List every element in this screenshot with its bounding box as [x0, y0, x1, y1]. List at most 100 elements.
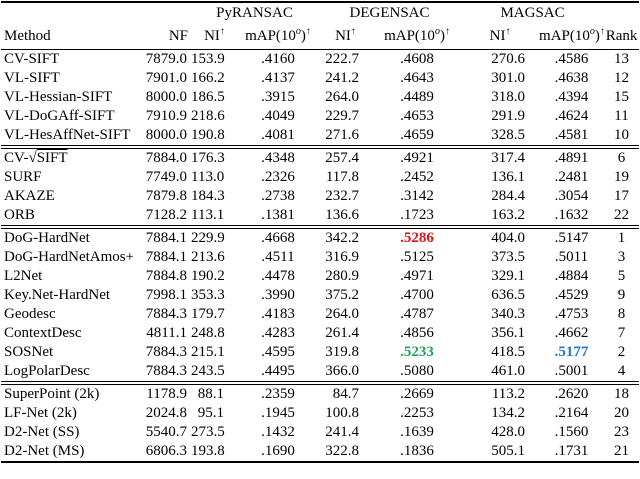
magsac-map-cell: .4753: [554, 306, 589, 322]
table-row: SuperPoint (2k) 1178.9 88.1.2359 84.7.2669 1…: [1, 381, 640, 404]
pyransac-ni-cell: 113.0: [191, 169, 225, 185]
rank-cell: 15: [614, 89, 630, 105]
magsac-ni-cell: 113.2: [461, 381, 540, 404]
degensac-ni-cell: 117.8: [325, 169, 360, 185]
rank-cell: 6: [604, 145, 640, 168]
rank-cell: 23: [614, 424, 630, 440]
magsac-map-cell: .4638: [554, 70, 589, 86]
degensac-map-cell: .3142: [400, 188, 434, 204]
degensac-map-cell: .2452: [400, 169, 434, 185]
rank-cell: 10: [614, 127, 630, 143]
up-arrow-icon: ↑: [219, 26, 225, 37]
nf-cell: 7884.1: [133, 225, 191, 248]
table-row: D2-Net (SS) 5540.7 273.5 .1432 241.4 .1639 428…: [1, 423, 639, 442]
pyransac-map-cell: .4049: [261, 108, 295, 124]
nf-cell: 8000.0: [145, 89, 187, 105]
pyransac-ni-cell: 184.3: [191, 188, 225, 204]
degensac-ni-cell: 264.0: [325, 89, 360, 105]
pyransac-ni-cell: 166.2: [191, 70, 225, 86]
pyransac-ni-cell: 186.5: [191, 89, 225, 105]
pyransac-map-cell: .2738: [261, 188, 295, 204]
table-row: VL-Hessian-SIFT 8000.0 186.5 .3915 264.0 .448…: [1, 88, 639, 107]
pyransac-map-cell: .4137: [261, 70, 295, 86]
degensac-ni-cell: 232.7: [325, 188, 360, 204]
pyransac-map-cell: .1432: [261, 424, 295, 440]
table-row: SOSNet 7884.3 215.1 .4595 319.8 .5233 418.5 .51…: [1, 343, 639, 362]
nf-cell: 7884.3: [145, 306, 187, 322]
pyransac-ni-cell: 95.1: [197, 405, 224, 421]
up-arrow-icon: ↑: [444, 26, 450, 37]
table-row: ORB 7128.2 113.1 .1381 136.6 .1723 163.2 .1632 2…: [1, 206, 639, 227]
column-header-magsac-map: mAP(10o)↑: [539, 24, 605, 50]
pyransac-map-cell: .1381: [261, 207, 295, 223]
magsac-ni-cell: 356.1: [491, 325, 526, 341]
method-cell: LogPolarDesc: [4, 363, 90, 379]
method-cell: VL-Hessian-SIFT: [4, 89, 113, 105]
column-header-degensac-map: mAP(10o)↑: [373, 24, 462, 50]
pyransac-ni-cell: 190.2: [191, 268, 225, 284]
degensac-ni-cell: 257.4: [318, 145, 374, 168]
column-header-pyransac-map: mAP(10o)↑: [238, 24, 319, 50]
method-cell: LF-Net (2k): [4, 405, 77, 421]
pyransac-ni-cell: 273.5: [191, 424, 225, 440]
degensac-map-cell: .4971: [400, 268, 434, 284]
pyransac-ni-cell: 218.6: [191, 108, 225, 124]
table-row: CV-√SIFT 7884.0 176.3.4348 257.4.4921 317.4.…: [1, 145, 640, 168]
rank-cell: 2: [617, 344, 626, 360]
results-table: PyRANSAC DEGENSAC MAGSAC Method NF NI↑ m…: [1, 1, 640, 463]
pyransac-map-cell: .1690: [238, 442, 319, 463]
rank-cell: 21: [604, 442, 640, 463]
pyransac-map-cell: .1945: [261, 405, 295, 421]
pyransac-map-cell: .3915: [261, 89, 295, 105]
degensac-map-cell: .4643: [400, 70, 434, 86]
magsac-ni-cell: 328.5: [491, 127, 526, 143]
magsac-map-cell: .2481: [554, 169, 589, 185]
method-cell: VL-SIFT: [4, 70, 60, 86]
degensac-ni-cell: 84.7: [318, 381, 374, 404]
degensac-ni-cell: 316.9: [325, 249, 360, 265]
pyransac-map-cell: .4160: [261, 51, 295, 67]
method-cell: Key.Net-HardNet: [4, 287, 111, 303]
magsac-ni-cell: 318.0: [491, 89, 526, 105]
pyransac-ni-cell: 113.1: [191, 207, 225, 223]
rank-cell: 18: [604, 381, 640, 404]
nf-cell: 7901.0: [145, 70, 187, 86]
magsac-map-cell: .4581: [554, 127, 589, 143]
rank-cell: 8: [617, 306, 626, 322]
magsac-map-cell: .4891: [539, 145, 605, 168]
method-cell: ORB: [4, 207, 35, 223]
pyransac-ni-cell: 193.8: [191, 442, 238, 463]
degensac-ni-cell: 100.8: [325, 405, 360, 421]
pyransac-ni-cell: 179.7: [191, 306, 225, 322]
group-header-spacer: [1, 1, 133, 24]
nf-cell: 7128.2: [145, 207, 187, 223]
magsac-map-cell: .4394: [554, 89, 589, 105]
table-row: SURF 7749.0 113.0 .2326 117.8 .2452 136.1 .2481…: [1, 168, 639, 187]
pyransac-map-cell: .4595: [261, 344, 295, 360]
table-row: ContextDesc 4811.1 248.8 .4283 261.4 .4856 356…: [1, 324, 639, 343]
degensac-ni-cell: 280.9: [325, 268, 360, 284]
magsac-map-cell: .4884: [554, 268, 589, 284]
table-row: Geodesc 7884.3 179.7 .4183 264.0 .4787 340.3 .4…: [1, 305, 639, 324]
pyransac-map-cell: .4511: [261, 249, 295, 265]
magsac-ni-cell: 163.2: [491, 207, 526, 223]
pyransac-map-cell: .4183: [261, 306, 295, 322]
degensac-ni-cell: 264.0: [325, 306, 360, 322]
pyransac-map-cell: .4668: [238, 225, 319, 248]
magsac-map-cell: .2164: [554, 405, 589, 421]
rank-cell: 1: [604, 225, 640, 248]
degensac-map-cell: .4787: [400, 306, 434, 322]
nf-cell: 7910.9: [145, 108, 187, 124]
pyransac-ni-cell: 190.8: [191, 127, 225, 143]
nf-cell: 6806.3: [133, 442, 191, 463]
degensac-map-cell: .2253: [400, 405, 434, 421]
magsac-ni-cell: 284.4: [491, 188, 526, 204]
column-header-magsac-ni: NI↑: [461, 24, 540, 50]
nf-cell: 7884.3: [145, 344, 187, 360]
degensac-ni-cell: 375.2: [325, 287, 360, 303]
rank-cell: 4: [617, 363, 626, 379]
group-header-spacer: [604, 1, 640, 24]
table-row: LogPolarDesc 7884.3 243.5 .4495 366.0 .5080 46…: [1, 362, 639, 383]
magsac-ni-cell: 636.5: [491, 287, 526, 303]
pyransac-map-cell: .2359: [238, 381, 319, 404]
